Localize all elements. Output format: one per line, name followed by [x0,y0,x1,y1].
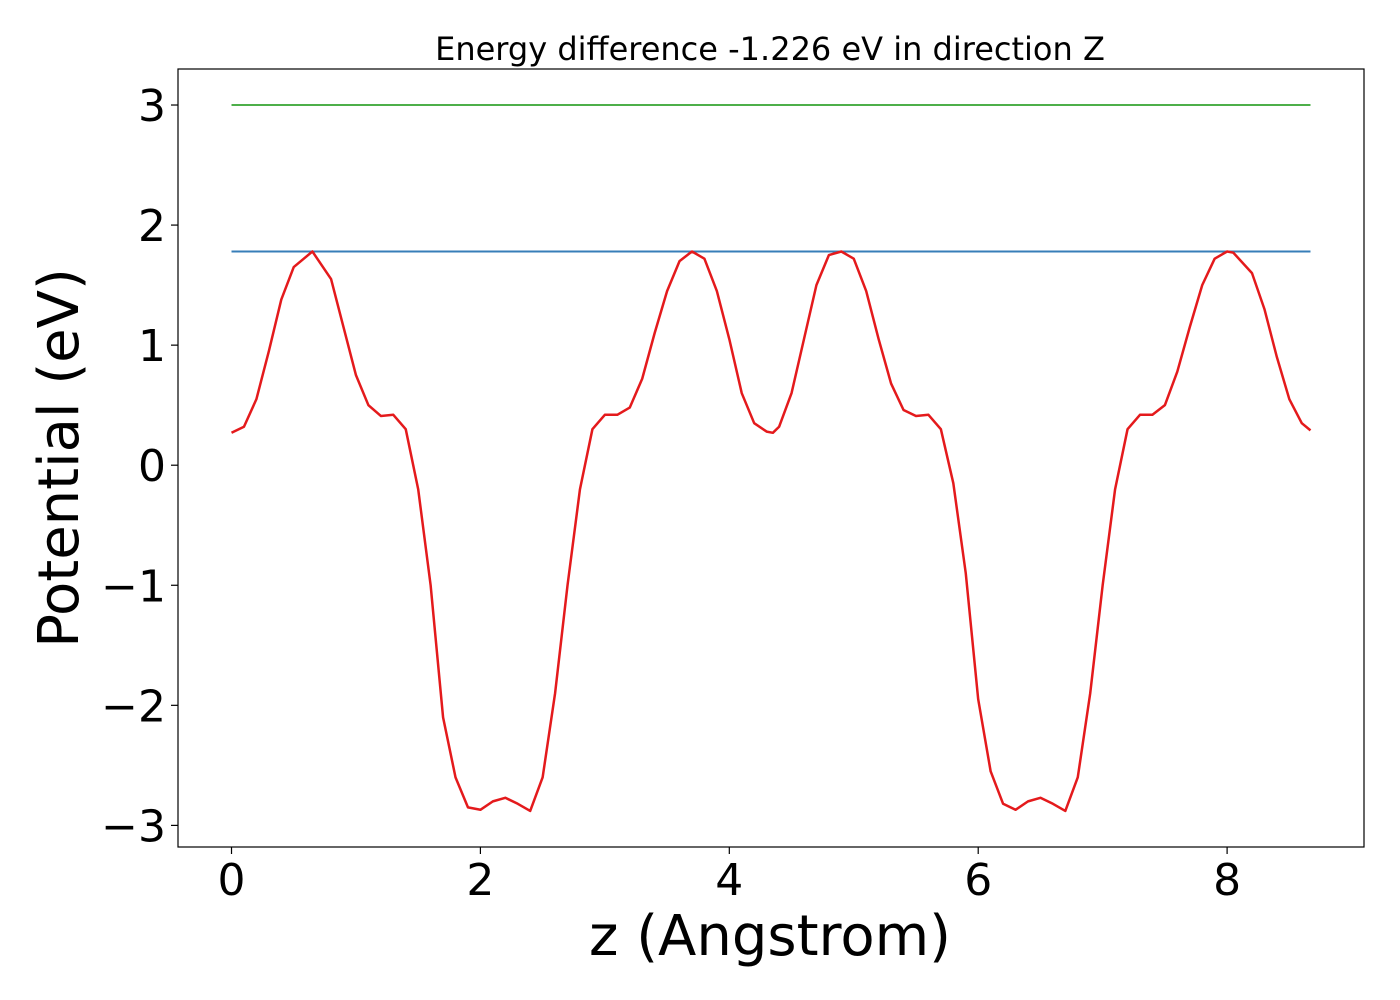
y-axis: −3 −2 −1 0 1 2 3 [101,81,178,852]
y-tick-label: −3 [101,801,166,852]
y-tick-label: 0 [138,441,166,492]
plot-frame [177,68,1365,848]
y-tick-label: 1 [138,321,166,372]
chart-title: Energy difference -1.226 eV in direction… [435,30,1105,68]
y-axis-title: Potential (eV) [27,268,92,648]
x-axis-title: z (Angstrom) [589,904,951,969]
x-tick-label: 4 [715,855,743,906]
y-tick-label: 2 [138,201,166,252]
y-tick-label: −2 [101,681,166,732]
x-tick-label: 2 [466,855,494,906]
x-axis: 0 2 4 6 8 [218,847,1241,906]
y-tick-label: 3 [138,81,166,132]
x-tick-label: 8 [1213,855,1241,906]
y-tick-label: −1 [101,561,166,612]
x-tick-label: 6 [964,855,992,906]
x-tick-label: 0 [218,855,246,906]
potential-series [230,250,1312,813]
series-layer [230,104,1312,813]
